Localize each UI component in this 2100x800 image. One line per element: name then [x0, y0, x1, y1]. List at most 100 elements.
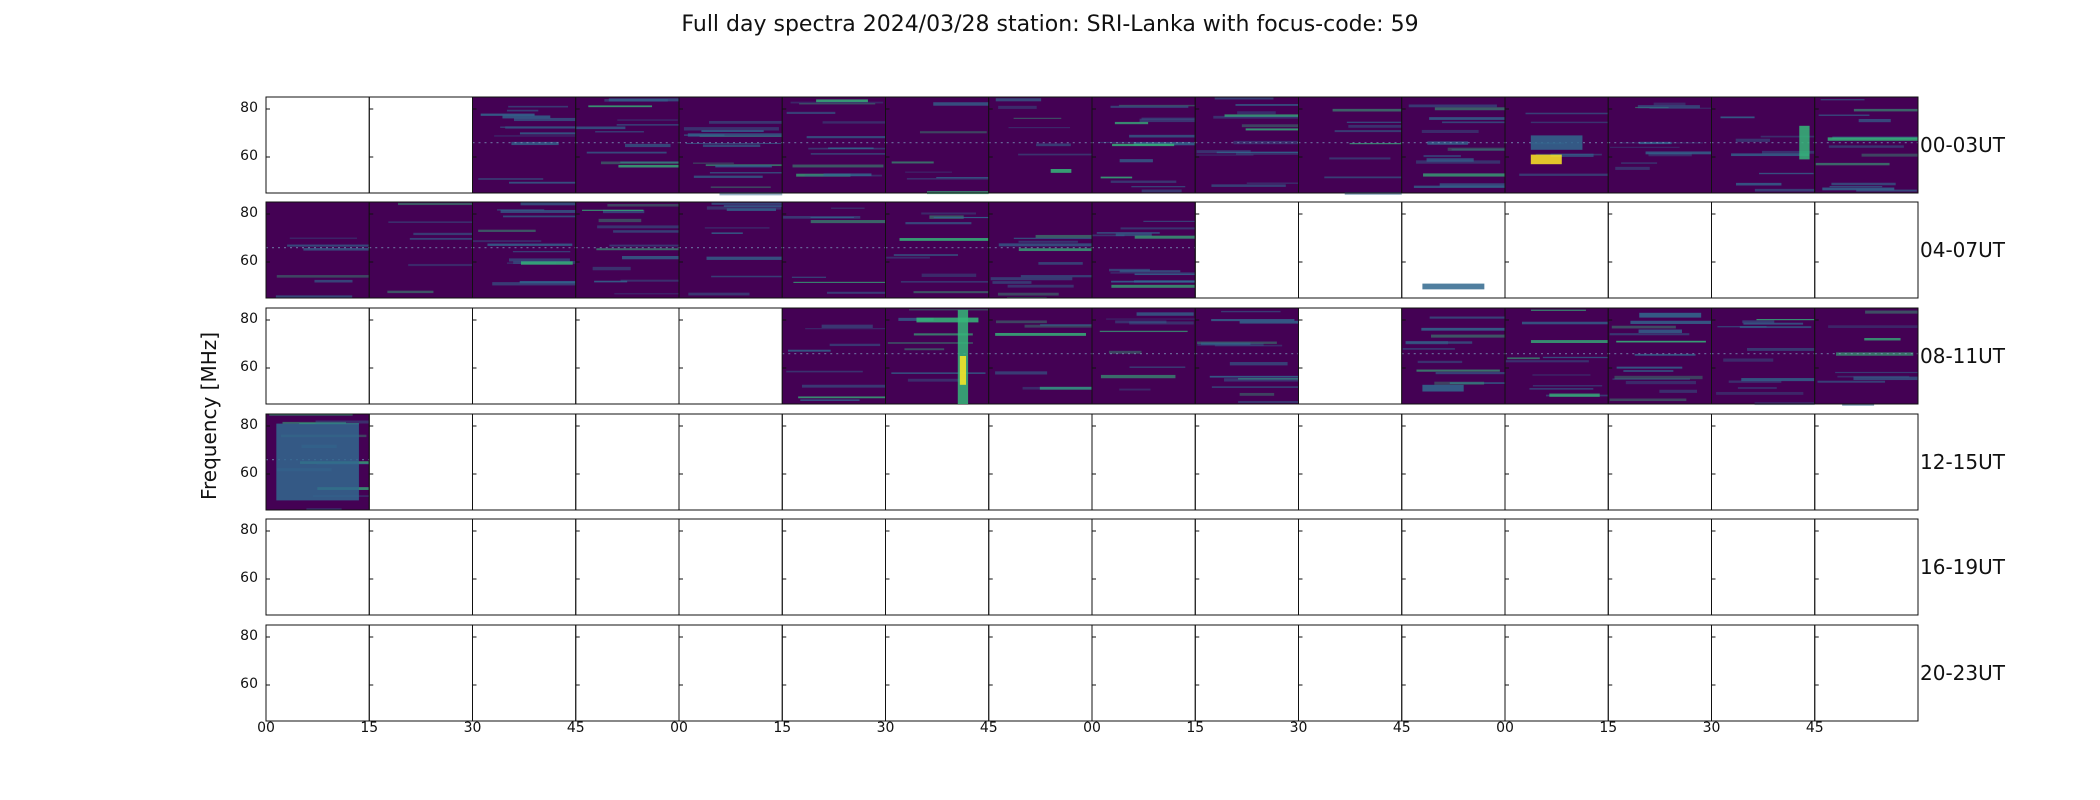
rfi-line — [1759, 172, 1814, 175]
rfi-line — [886, 256, 930, 259]
rfi-line — [1638, 141, 1672, 145]
rfi-line — [1007, 284, 1074, 288]
rfi-line — [710, 186, 771, 189]
spectrum-panel — [988, 96, 1093, 194]
rfi-line — [1405, 341, 1473, 344]
rfi-line — [933, 102, 989, 106]
rfi-line — [995, 98, 1042, 102]
x-tick-label: 45 — [1392, 720, 1411, 736]
panel-frame — [1711, 518, 1816, 616]
spectrum-background — [1401, 97, 1505, 193]
burst-feature — [1422, 283, 1485, 290]
empty-panel — [1607, 201, 1712, 299]
spectra-row — [265, 307, 1919, 406]
rfi-line — [282, 421, 347, 425]
spectrum-panel — [1194, 96, 1299, 194]
panel-frame — [265, 518, 370, 616]
rfi-line — [1114, 121, 1149, 125]
rfi-line — [1324, 176, 1402, 179]
rfi-line — [909, 309, 989, 311]
rfi-line — [586, 151, 667, 154]
rfi-line — [1334, 130, 1402, 133]
x-tick-label: 45 — [566, 720, 585, 736]
empty-panel — [1298, 307, 1403, 405]
panel-frame — [678, 307, 783, 405]
burst-feature — [1050, 169, 1072, 173]
burst-feature — [916, 317, 979, 323]
rfi-line — [1614, 375, 1703, 380]
empty-panel — [368, 307, 473, 405]
burst-feature — [276, 423, 359, 501]
rfi-line — [500, 209, 576, 213]
panel-frame — [1091, 624, 1196, 722]
rfi-line — [1129, 134, 1195, 138]
spectrum-background — [782, 308, 886, 404]
rfi-line — [1018, 153, 1092, 156]
y-tick-label: 80 — [240, 522, 258, 538]
rfi-line — [998, 243, 1092, 247]
rfi-line — [1211, 386, 1299, 388]
rfi-line — [1119, 388, 1151, 391]
spectra-row — [265, 413, 1919, 511]
rfi-line — [709, 120, 783, 124]
rfi-line — [709, 172, 783, 174]
rfi-line — [1115, 233, 1152, 237]
rfi-line — [1245, 128, 1299, 131]
rfi-line — [1236, 151, 1299, 156]
rfi-line — [687, 133, 783, 137]
rfi-line — [1609, 333, 1690, 336]
rfi-line — [508, 105, 569, 108]
empty-panel — [1814, 624, 1919, 722]
spectrum-panel — [781, 307, 886, 405]
burst-feature — [1530, 135, 1583, 150]
rfi-line — [1100, 176, 1133, 179]
rfi-line — [786, 370, 863, 373]
rfi-line — [1426, 158, 1474, 162]
rfi-line — [796, 173, 851, 177]
panel-frame — [1298, 518, 1403, 616]
empty-panel — [1298, 624, 1403, 722]
rfi-line — [1224, 378, 1299, 382]
rfi-line — [798, 396, 886, 399]
rfi-line — [1864, 337, 1901, 341]
empty-panel — [1504, 518, 1609, 616]
panel-frame — [1504, 201, 1609, 299]
empty-panel — [885, 624, 990, 722]
rfi-line — [688, 292, 750, 296]
rfi-line — [596, 248, 679, 251]
rfi-line — [1442, 121, 1505, 124]
rfi-line — [1214, 344, 1283, 347]
rfi-line — [893, 254, 958, 256]
rfi-line — [1717, 326, 1767, 328]
rfi-line — [1211, 319, 1295, 322]
rfi-line — [519, 132, 576, 135]
empty-panel — [265, 96, 370, 194]
spectrum-panel — [885, 96, 990, 195]
x-tick-label: 15 — [773, 720, 792, 736]
spectrum-panel — [678, 201, 783, 299]
rfi-line — [1648, 153, 1692, 157]
rfi-line — [1638, 329, 1682, 333]
panel-frame — [472, 307, 577, 405]
rfi-line — [1213, 115, 1299, 119]
empty-panel — [678, 624, 783, 722]
rfi-line — [1439, 183, 1505, 187]
rfi-line — [1143, 220, 1196, 222]
rfi-line — [726, 208, 776, 212]
panel-frame — [368, 413, 473, 511]
rfi-line — [1119, 270, 1181, 273]
rfi-line — [509, 258, 570, 262]
rfi-line — [1239, 392, 1275, 396]
rfi-line — [1141, 117, 1196, 120]
rfi-line — [1214, 97, 1274, 100]
rfi-line — [478, 229, 536, 232]
panel-frame — [781, 413, 886, 511]
rfi-line — [1530, 309, 1586, 311]
empty-panel — [1194, 624, 1299, 722]
burst-feature — [1799, 125, 1810, 160]
rfi-line — [276, 275, 370, 278]
rfi-line — [693, 162, 734, 164]
x-tick-label: 00 — [1083, 720, 1101, 736]
rfi-line — [1040, 324, 1092, 326]
rfi-line — [388, 221, 473, 223]
